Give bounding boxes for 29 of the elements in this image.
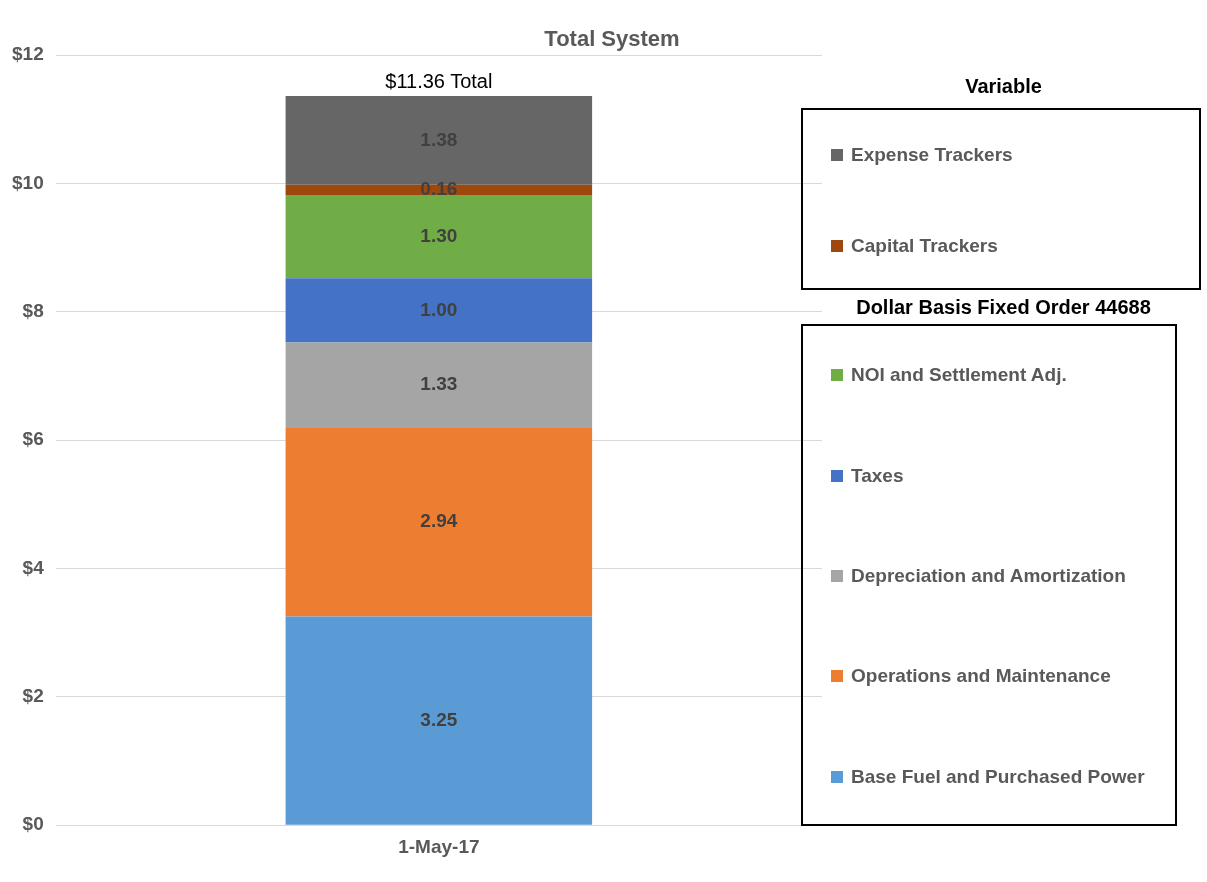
bar [285, 342, 593, 428]
text: Dollar Basis Fixed Order 44688 [855, 296, 1152, 319]
legend-label: Taxes [851, 464, 904, 487]
legend-label: Capital Trackers [851, 234, 998, 257]
total-label: $11.36 Total [385, 69, 493, 92]
legend-label: Depreciation and Amortization [851, 565, 1126, 587]
data-label: 1.30 [420, 224, 458, 246]
x-tick-label: 1-May-17 [398, 835, 480, 857]
legend-title: Variable [964, 75, 1043, 98]
y-tick-label: $6 [22, 428, 44, 450]
chart-title: Total System [543, 26, 681, 52]
y-tick-label: $0 [22, 813, 44, 835]
data-label: 2.94 [420, 510, 458, 532]
y-tick-label: $8 [22, 299, 44, 321]
data-label: 1.00 [420, 298, 458, 320]
y-tick-label: $10 [12, 171, 44, 193]
y-tick-label: $12 [12, 43, 44, 65]
y-tick-label: $4 [22, 556, 45, 578]
bar [285, 194, 593, 279]
data-label: 1.33 [420, 373, 458, 395]
legend-label: Operations and Maintenance [851, 665, 1111, 688]
bar [285, 427, 593, 617]
data-label: 3.25 [420, 708, 458, 730]
legend-label: Expense Trackers [851, 143, 1013, 166]
bar [285, 278, 593, 343]
bar [285, 616, 593, 825]
legend-label: NOI and Settlement Adj. [851, 364, 1067, 387]
y-tick-label: $2 [22, 685, 44, 707]
legend-label: Base Fuel and Purchased Power [851, 765, 1145, 788]
